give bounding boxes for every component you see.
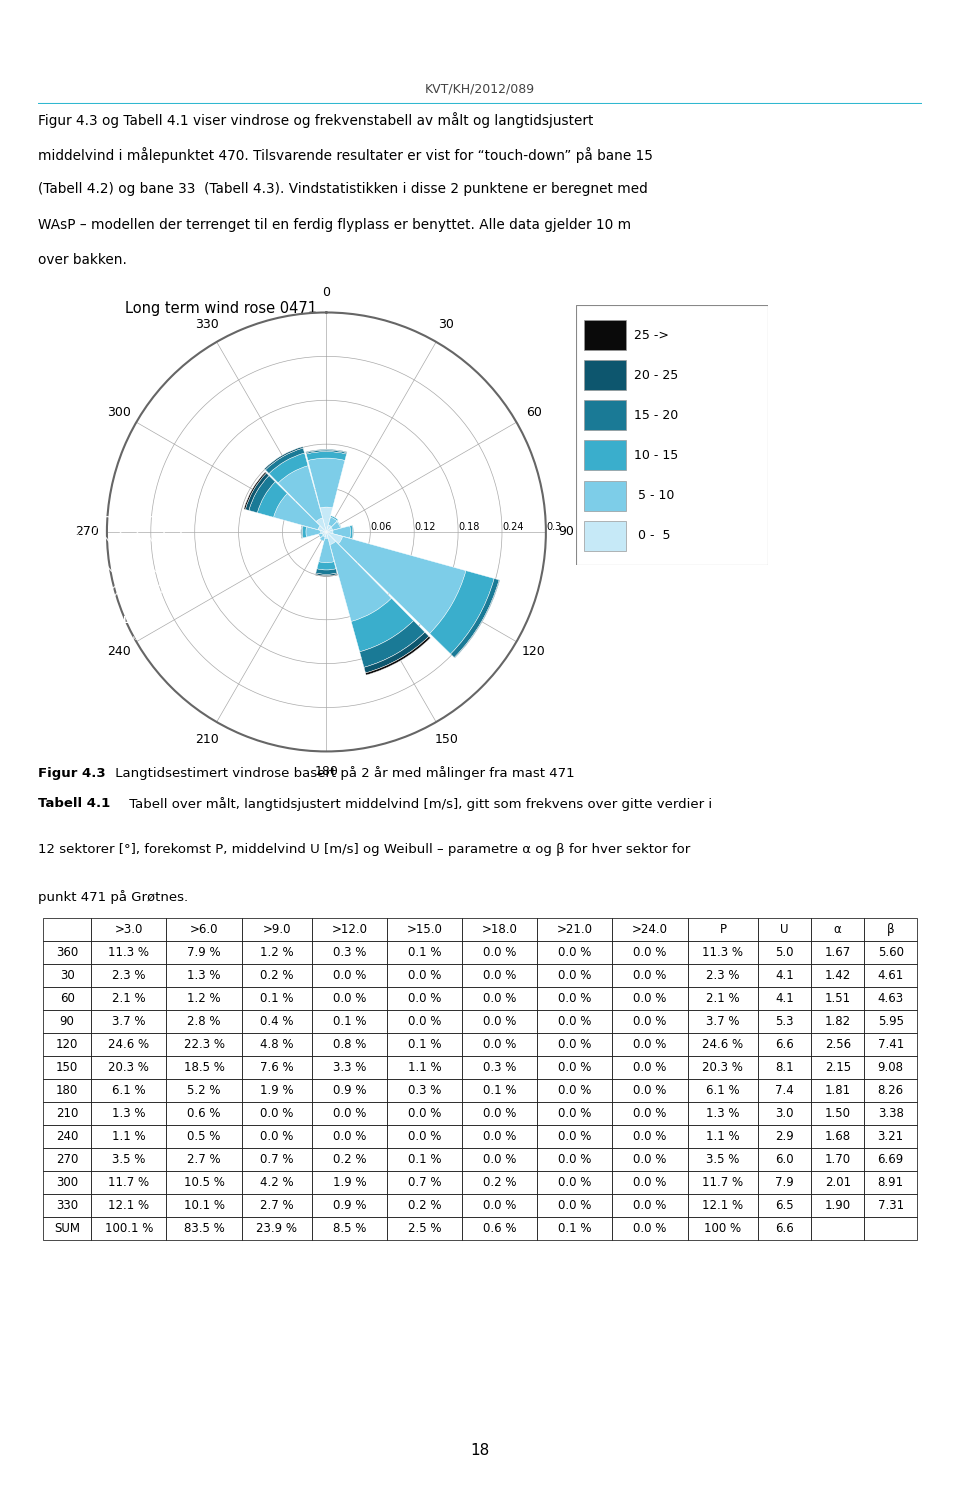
Text: WAsP – modellen der terrenget til en ferdig flyplass er benyttet. Alle data gjel: WAsP – modellen der terrenget til en fer… <box>38 217 632 232</box>
Bar <box>584 481 626 510</box>
Bar <box>330 516 338 521</box>
Bar <box>323 531 326 537</box>
Text: Figur 4.3: Figur 4.3 <box>38 766 106 780</box>
Bar <box>244 472 266 509</box>
Text: VINDTEKNIKK: VINDTEKNIKK <box>790 79 832 83</box>
Bar <box>331 522 341 530</box>
Bar <box>316 518 326 531</box>
Text: 5 - 10: 5 - 10 <box>634 490 674 501</box>
Bar <box>360 620 425 667</box>
Bar <box>249 476 276 513</box>
Text: (Tabell 4.2) og bane 33  (Tabell 4.3). Vindstatistikken i disse 2 punktene er be: (Tabell 4.2) og bane 33 (Tabell 4.3). Vi… <box>38 182 648 196</box>
Bar <box>326 531 336 545</box>
Bar <box>450 579 499 658</box>
Bar <box>324 531 328 539</box>
Bar <box>300 525 302 539</box>
Bar <box>278 466 323 521</box>
Bar <box>584 521 626 551</box>
Bar <box>326 530 333 534</box>
Bar <box>316 568 337 574</box>
Bar <box>319 533 324 537</box>
Bar <box>584 400 626 430</box>
Bar <box>337 521 341 528</box>
Bar <box>269 452 308 484</box>
Bar <box>328 518 337 527</box>
Bar <box>321 531 326 533</box>
Bar <box>257 482 287 518</box>
Bar <box>308 458 345 507</box>
Bar <box>326 531 343 543</box>
Bar <box>323 531 326 536</box>
Bar <box>319 539 334 562</box>
Text: Long term wind rose 0471: Long term wind rose 0471 <box>125 301 317 315</box>
Bar <box>264 446 303 470</box>
Bar <box>326 527 333 531</box>
Bar <box>349 525 352 539</box>
Text: punkt 471 på Grøtnes.: punkt 471 på Grøtnes. <box>38 890 188 903</box>
Bar <box>326 525 331 531</box>
Bar <box>351 598 414 652</box>
Bar <box>333 525 350 539</box>
Text: VINDTEKNIKK: VINDTEKNIKK <box>104 637 141 641</box>
Bar <box>366 637 430 676</box>
Bar <box>330 542 392 622</box>
Text: 25 ->: 25 -> <box>634 329 668 342</box>
Text: 0 -  5: 0 - 5 <box>634 528 670 542</box>
Text: 15 - 20: 15 - 20 <box>634 409 678 421</box>
Text: Figur 4.3 og Tabell 4.1 viser vindrose og frekvenstabell av målt og langtidsjust: Figur 4.3 og Tabell 4.1 viser vindrose o… <box>38 112 594 128</box>
Text: 18: 18 <box>470 1443 490 1458</box>
Bar <box>584 320 626 350</box>
Bar <box>364 632 429 673</box>
Bar <box>352 525 353 539</box>
Bar <box>265 448 304 473</box>
Bar <box>430 571 494 655</box>
Bar <box>316 573 337 576</box>
Bar <box>454 580 500 658</box>
Text: Langtidsestimert vindrose basert på 2 år med målinger fra mast 471: Langtidsestimert vindrose basert på 2 år… <box>110 766 574 780</box>
Bar <box>301 525 303 539</box>
Bar <box>318 525 326 531</box>
Bar <box>274 494 320 530</box>
Bar <box>306 527 321 537</box>
Bar <box>302 525 306 539</box>
Text: KJELLER: KJELLER <box>791 68 831 77</box>
Bar <box>339 537 466 634</box>
Text: KJELLER: KJELLER <box>104 616 141 625</box>
Bar <box>246 473 269 510</box>
Text: 10 - 15: 10 - 15 <box>634 449 678 461</box>
Bar <box>584 360 626 390</box>
Bar <box>305 449 348 452</box>
Text: Tabell 4.1: Tabell 4.1 <box>38 798 110 809</box>
Bar <box>321 507 332 531</box>
Text: 12 sektorer [°], forekomst P, middelvind U [m/s] og Weibull – parametre α og β f: 12 sektorer [°], forekomst P, middelvind… <box>38 844 690 856</box>
Text: Tabell over målt, langtidsjustert middelvind [m/s], gitt som frekvens over gitte: Tabell over målt, langtidsjustert middel… <box>125 798 712 811</box>
Text: 20 - 25: 20 - 25 <box>634 369 678 381</box>
Text: KVT/KH/2012/089: KVT/KH/2012/089 <box>425 83 535 95</box>
Bar <box>306 451 347 460</box>
Text: over bakken.: over bakken. <box>38 253 128 266</box>
Bar <box>315 574 338 576</box>
Bar <box>317 561 336 570</box>
Bar <box>306 449 347 454</box>
Text: middelvind i målepunktet 470. Tilsvarende resultater er vist for “touch-down” på: middelvind i målepunktet 470. Tilsvarend… <box>38 147 654 162</box>
Bar <box>320 536 325 542</box>
Bar <box>584 440 626 470</box>
